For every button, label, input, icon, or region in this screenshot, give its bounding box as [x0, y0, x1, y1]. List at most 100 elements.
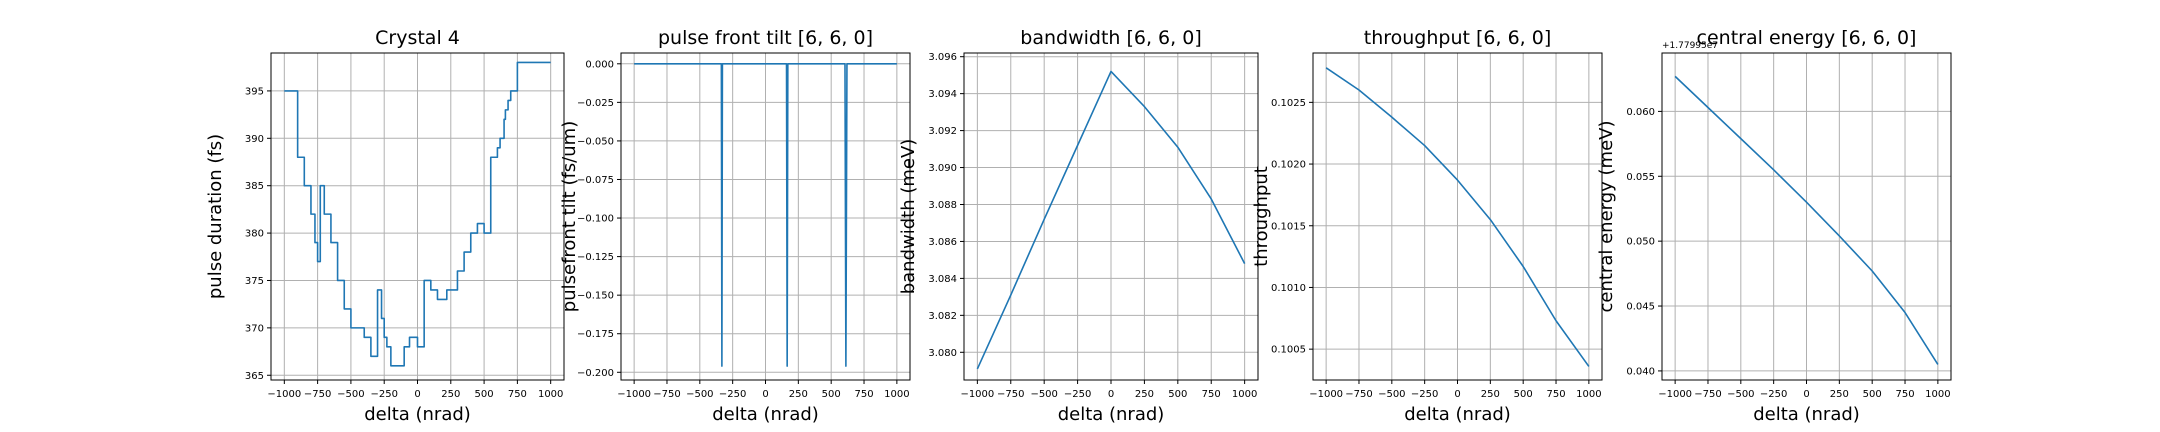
chart-1-series-line-0 [634, 63, 897, 367]
chart-3-x-tick-label-8: 1000 [1576, 389, 1601, 400]
chart-2: −1000 −750 −500 −250 0 250 500 750 1000 3.080 3.08… [898, 27, 1259, 425]
chart-4-title: central energy [6, 6, 0] [1697, 27, 1917, 49]
chart-1-y-tick-label-3: −0.075 [577, 175, 614, 186]
chart-3-y-tick-label-0: 0.1005 [1271, 345, 1306, 356]
chart-0-y-tick-label-1: 370 [245, 323, 264, 334]
chart-1-x-tick-label-3: −250 [719, 389, 746, 400]
chart-0-y-tick-label-2: 375 [245, 276, 264, 287]
chart-0-y-tick-label-6: 395 [245, 86, 264, 97]
chart-0-y-tick-label-0: 365 [245, 371, 264, 382]
chart-0-series-line-0 [284, 61, 551, 367]
chart-3-x-tick-label-4: 0 [1454, 389, 1460, 400]
chart-3-y-tick-label-1: 0.1010 [1271, 283, 1306, 294]
chart-2-y-tick-label-7: 3.094 [928, 89, 957, 100]
chart-1: −1000 −750 −500 −250 0 250 500 750 1000 0.000 −0.0… [559, 27, 911, 425]
chart-4-x-tick-label-1: −750 [1694, 389, 1721, 400]
chart-0-y-tick-label-4: 385 [245, 181, 264, 192]
chart-2-y-tick-label-6: 3.092 [928, 126, 957, 137]
chart-4-offset-label: +1.77995e7 [1662, 41, 1718, 51]
chart-0-y-axis-label: pulse duration (fs) [205, 134, 226, 299]
chart-2-y-axis-label: bandwidth (meV) [898, 139, 919, 295]
chart-2-y-tick-label-3: 3.086 [928, 237, 957, 248]
chart-2-x-tick-label-0: −1000 [960, 389, 994, 400]
chart-2-y-tick-label-5: 3.090 [928, 163, 957, 174]
chart-1-y-tick-label-8: −0.200 [577, 368, 614, 379]
chart-0-x-tick-label-1: −750 [304, 389, 331, 400]
chart-3-x-tick-label-6: 500 [1514, 389, 1533, 400]
chart-1-y-tick-label-7: −0.175 [577, 329, 614, 340]
chart-4-x-tick-label-3: −250 [1760, 389, 1787, 400]
chart-3-x-tick-label-5: 250 [1481, 389, 1500, 400]
chart-1-x-tick-label-8: 1000 [884, 389, 909, 400]
chart-1-x-tick-label-4: 0 [762, 389, 768, 400]
chart-4-y-tick-label-4: 0.060 [1626, 107, 1655, 118]
chart-3-x-tick-label-1: −750 [1345, 389, 1372, 400]
chart-0-y-tick-label-3: 380 [245, 229, 264, 240]
chart-3-title: throughput [6, 6, 0] [1364, 27, 1552, 49]
chart-2-x-tick-label-1: −750 [997, 389, 1024, 400]
chart-4: −1000 −750 −500 −250 0 250 500 750 1000 0.040 0.04… [1596, 27, 1952, 425]
chart-2-x-tick-label-2: −500 [1030, 389, 1057, 400]
chart-3-x-tick-label-0: −1000 [1309, 389, 1343, 400]
chart-0-x-tick-label-3: −250 [370, 389, 397, 400]
chart-3-y-tick-label-3: 0.1020 [1271, 160, 1306, 171]
chart-1-x-tick-label-5: 250 [789, 389, 808, 400]
chart-4-y-tick-label-1: 0.045 [1626, 302, 1655, 313]
chart-2-x-tick-label-5: 250 [1135, 389, 1154, 400]
chart-0-x-tick-label-4: 0 [414, 389, 420, 400]
chart-4-x-tick-label-2: −500 [1727, 389, 1754, 400]
chart-3-y-tick-label-4: 0.1025 [1271, 98, 1306, 109]
chart-1-y-tick-label-2: −0.050 [577, 136, 614, 147]
chart-0-x-axis-label: delta (nrad) [364, 404, 471, 425]
chart-0-x-tick-label-7: 750 [508, 389, 527, 400]
chart-1-x-tick-label-0: −1000 [617, 389, 651, 400]
chart-2-y-tick-label-1: 3.082 [928, 311, 957, 322]
chart-4-y-tick-label-2: 0.050 [1626, 237, 1655, 248]
chart-2-y-tick-label-4: 3.088 [928, 200, 957, 211]
chart-2-series-line-0 [976, 70, 1246, 370]
chart-4-y-tick-label-0: 0.040 [1626, 366, 1655, 377]
chart-3-x-tick-label-3: −250 [1411, 389, 1438, 400]
chart-0-title: Crystal 4 [375, 27, 460, 49]
chart-4-x-tick-label-5: 250 [1830, 389, 1849, 400]
chart-1-title: pulse front tilt [6, 6, 0] [658, 27, 873, 49]
chart-4-x-tick-label-6: 500 [1863, 389, 1882, 400]
chart-1-y-tick-label-6: −0.150 [577, 291, 614, 302]
chart-0-x-tick-label-0: −1000 [267, 389, 301, 400]
chart-0-x-tick-label-2: −500 [337, 389, 364, 400]
chart-3: −1000 −750 −500 −250 0 250 500 750 1000 0.1005 0.1… [1251, 27, 1603, 425]
chart-0-x-tick-label-5: 250 [441, 389, 460, 400]
chart-4-x-tick-label-4: 0 [1803, 389, 1809, 400]
chart-3-x-tick-label-7: 750 [1546, 389, 1565, 400]
chart-3-x-tick-label-2: −500 [1378, 389, 1405, 400]
chart-4-y-tick-label-3: 0.055 [1626, 172, 1655, 183]
chart-2-x-tick-label-4: 0 [1108, 389, 1114, 400]
chart-1-x-tick-label-2: −500 [686, 389, 713, 400]
chart-0-x-tick-label-8: 1000 [538, 389, 563, 400]
chart-2-x-tick-label-7: 750 [1202, 389, 1221, 400]
chart-4-x-axis-label: delta (nrad) [1753, 404, 1860, 425]
chart-2-y-tick-label-8: 3.096 [928, 52, 957, 63]
chart-1-x-tick-label-6: 500 [822, 389, 841, 400]
chart-0-y-tick-label-5: 390 [245, 134, 264, 145]
chart-1-x-tick-label-1: −750 [653, 389, 680, 400]
chart-2-x-tick-label-8: 1000 [1232, 389, 1257, 400]
chart-1-x-axis-label: delta (nrad) [712, 404, 819, 425]
chart-1-y-tick-label-4: −0.100 [577, 214, 614, 225]
chart-1-y-axis-label: pulsefront tilt (fs/um) [559, 121, 580, 312]
chart-4-series-line-0 [1674, 75, 1939, 365]
chart-4-x-tick-label-7: 750 [1895, 389, 1914, 400]
chart-3-y-tick-label-2: 0.1015 [1271, 221, 1306, 232]
chart-2-x-axis-label: delta (nrad) [1058, 404, 1165, 425]
chart-1-y-tick-label-1: −0.025 [577, 98, 614, 109]
chart-2-title: bandwidth [6, 6, 0] [1020, 27, 1201, 49]
chart-3-y-axis-label: throughput [1251, 166, 1272, 267]
chart-3-series-line-0 [1325, 67, 1590, 367]
chart-1-y-tick-label-0: 0.000 [585, 59, 614, 70]
chart-2-x-tick-label-3: −250 [1064, 389, 1091, 400]
chart-2-y-tick-label-2: 3.084 [928, 274, 957, 285]
chart-3-x-axis-label: delta (nrad) [1404, 404, 1511, 425]
chart-0: −1000 −750 −500 −250 0 250 500 750 1000 365 370 375… [205, 27, 565, 425]
chart-4-x-tick-label-8: 1000 [1925, 389, 1950, 400]
chart-4-x-tick-label-0: −1000 [1658, 389, 1692, 400]
